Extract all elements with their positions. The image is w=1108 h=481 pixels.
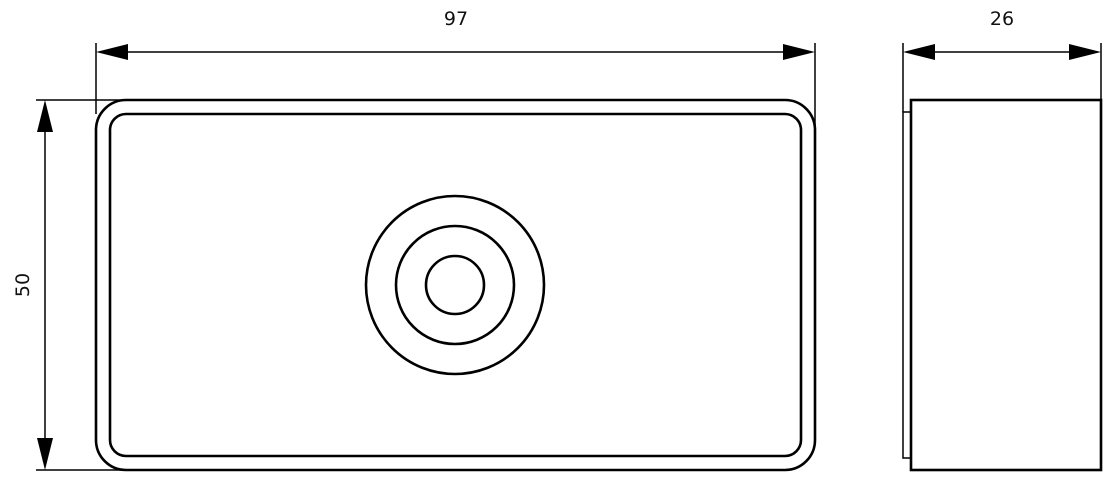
front-view (94, 98, 817, 472)
arrowhead-side-right (1069, 44, 1101, 60)
arrowhead-side-left (903, 44, 935, 60)
arrowhead-left (96, 44, 128, 60)
knob-inner-ring (424, 254, 486, 316)
arrowhead-bottom (37, 438, 53, 470)
arrowhead-top (37, 100, 53, 132)
side-face-lip (902, 111, 912, 459)
side-body-outline (909, 98, 1103, 472)
knob-outer-ring (364, 194, 546, 376)
dimension-label-height: 50 (12, 273, 34, 297)
dimension-front-width: 97 (95, 8, 816, 128)
knob-middle-ring (394, 224, 516, 346)
dimension-side-depth: 26 (902, 8, 1102, 112)
center-knob (364, 194, 546, 376)
dimension-label-depth: 26 (990, 8, 1014, 30)
dimension-front-height: 50 (12, 99, 126, 471)
side-view (902, 98, 1103, 472)
front-inner-outline (108, 112, 803, 458)
arrowhead-right (783, 44, 815, 60)
dimension-label-width: 97 (444, 8, 468, 30)
front-outer-outline (94, 98, 817, 472)
